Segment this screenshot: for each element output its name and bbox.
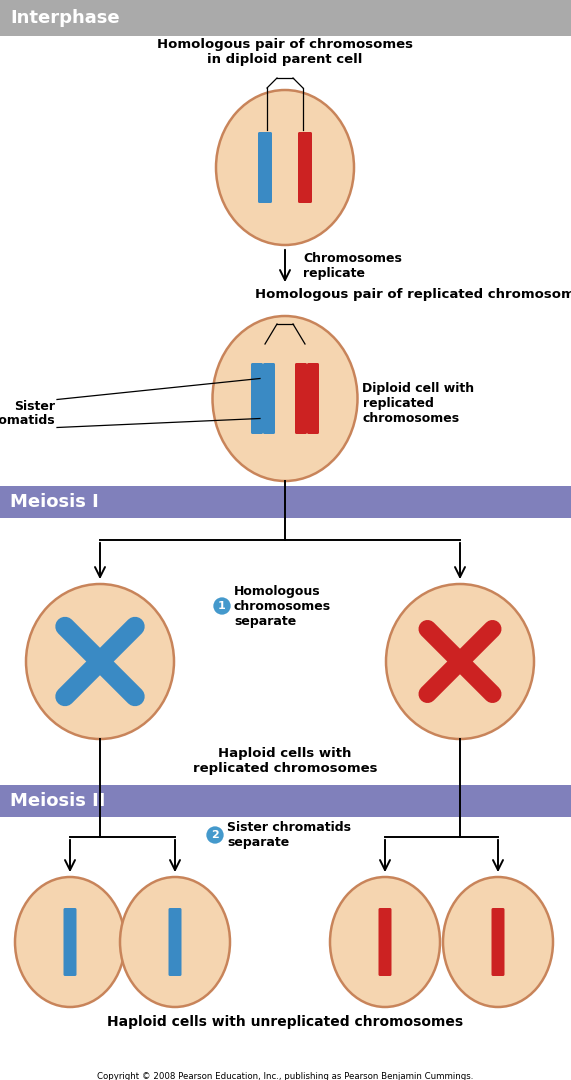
Ellipse shape bbox=[330, 877, 440, 1007]
FancyBboxPatch shape bbox=[307, 363, 319, 434]
FancyBboxPatch shape bbox=[298, 132, 312, 203]
Text: Haploid cells with unreplicated chromosomes: Haploid cells with unreplicated chromoso… bbox=[107, 1015, 463, 1029]
Ellipse shape bbox=[386, 584, 534, 739]
FancyBboxPatch shape bbox=[63, 908, 77, 976]
Text: Diploid cell with
replicated
chromosomes: Diploid cell with replicated chromosomes bbox=[363, 382, 475, 426]
Text: Homologous
chromosomes
separate: Homologous chromosomes separate bbox=[234, 584, 331, 627]
Text: Meiosis II: Meiosis II bbox=[10, 792, 106, 810]
Text: Sister
chromatids: Sister chromatids bbox=[0, 400, 55, 428]
Ellipse shape bbox=[216, 90, 354, 245]
Ellipse shape bbox=[443, 877, 553, 1007]
FancyBboxPatch shape bbox=[492, 908, 505, 976]
Text: Homologous pair of replicated chromosomes: Homologous pair of replicated chromosome… bbox=[255, 288, 571, 301]
FancyBboxPatch shape bbox=[251, 363, 263, 434]
Text: 2: 2 bbox=[211, 831, 219, 840]
FancyBboxPatch shape bbox=[263, 363, 275, 434]
Text: Homologous pair of chromosomes
in diploid parent cell: Homologous pair of chromosomes in diploi… bbox=[157, 38, 413, 66]
Text: Chromosomes
replicate: Chromosomes replicate bbox=[303, 252, 402, 280]
Bar bbox=[0, 486, 571, 518]
Text: Sister chromatids
separate: Sister chromatids separate bbox=[227, 821, 351, 849]
Bar bbox=[0, 785, 571, 816]
Text: Copyright © 2008 Pearson Education, Inc., publishing as Pearson Benjamin Cumming: Copyright © 2008 Pearson Education, Inc.… bbox=[97, 1072, 473, 1080]
FancyBboxPatch shape bbox=[379, 908, 392, 976]
Ellipse shape bbox=[212, 316, 357, 481]
FancyBboxPatch shape bbox=[258, 132, 272, 203]
Bar bbox=[0, 0, 571, 36]
Ellipse shape bbox=[15, 877, 125, 1007]
Circle shape bbox=[206, 825, 224, 845]
Ellipse shape bbox=[120, 877, 230, 1007]
Text: 1: 1 bbox=[218, 600, 226, 611]
Text: Interphase: Interphase bbox=[10, 9, 120, 27]
Circle shape bbox=[212, 596, 231, 616]
Text: Meiosis I: Meiosis I bbox=[10, 492, 99, 511]
FancyBboxPatch shape bbox=[295, 363, 307, 434]
Text: Haploid cells with
replicated chromosomes: Haploid cells with replicated chromosome… bbox=[193, 747, 377, 775]
FancyBboxPatch shape bbox=[168, 908, 182, 976]
Ellipse shape bbox=[26, 584, 174, 739]
